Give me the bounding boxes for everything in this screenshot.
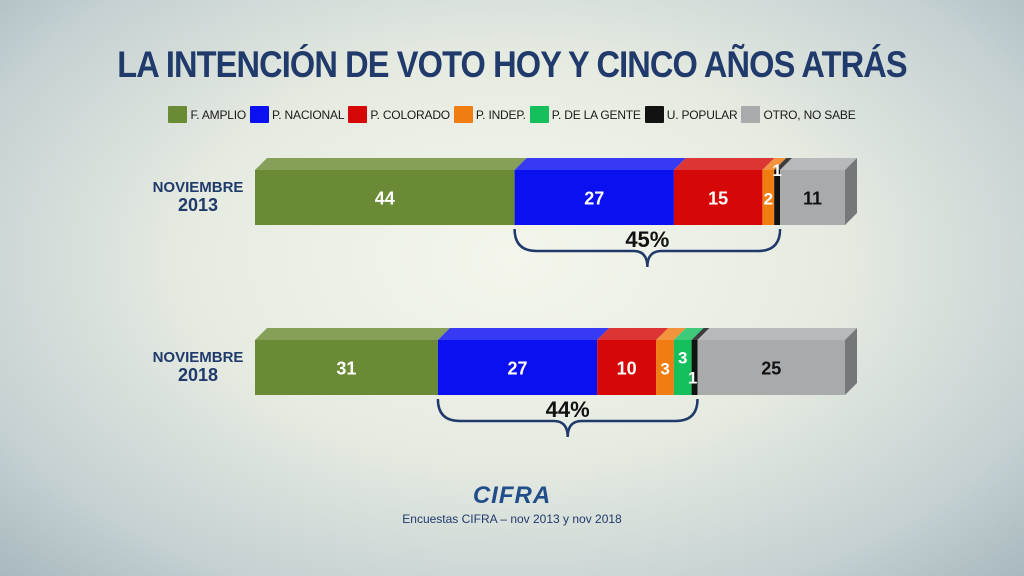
source-note: Encuestas CIFRA – nov 2013 y nov 2018 [402, 512, 622, 526]
bar-side-face [845, 158, 857, 225]
bracket [436, 398, 699, 438]
data-label: 3 [678, 349, 687, 368]
data-label: 27 [584, 189, 604, 209]
bar-segment [656, 340, 674, 395]
bar-segment [437, 340, 598, 395]
bar-top-face [597, 328, 669, 340]
bar-top-face [691, 328, 710, 340]
legend-label: F. AMPLIO [190, 107, 247, 122]
category-label: 2013 [178, 195, 218, 215]
data-label: 11 [803, 189, 822, 209]
bar-segment [597, 340, 657, 395]
data-label: 2 [764, 190, 773, 209]
bar-segment [691, 340, 698, 395]
legend-label: OTRO, NO SABE [763, 107, 856, 122]
cifra-logo: CIFRA [472, 482, 552, 509]
legend-item: P. NACIONAL [250, 106, 345, 123]
bar-top-face [673, 328, 704, 340]
bar-top-face [673, 158, 775, 170]
data-label: 44 [375, 189, 395, 209]
legend-swatch [168, 106, 188, 123]
legend-swatch [529, 106, 549, 123]
bar-segment [774, 170, 781, 225]
bar-top-face [255, 158, 527, 170]
bracket [513, 228, 782, 268]
legend-item: P. INDEP. [453, 106, 526, 123]
data-label: 10 [617, 359, 637, 379]
bar-segment [673, 170, 763, 225]
bar-segment [255, 340, 438, 395]
legend-label: P. NACIONAL [272, 107, 345, 122]
legend-item: P. DE LA GENTE [529, 106, 641, 123]
bar-segment [673, 340, 692, 395]
bar-segment [514, 170, 674, 225]
bar-side-face [845, 328, 857, 395]
data-label: 25 [761, 359, 781, 379]
data-label: 1 [772, 161, 781, 180]
data-label: 3 [660, 360, 669, 379]
bar-segment [255, 170, 515, 225]
legend-label: P. DE LA GENTE [551, 107, 641, 122]
legend-swatch [348, 106, 368, 123]
bar-top-face [656, 328, 686, 340]
legend-swatch [644, 106, 664, 123]
data-label: 1 [688, 369, 697, 388]
legend-swatch [453, 106, 473, 123]
category-label: NOVIEMBRE [153, 179, 244, 196]
bar-top-face [780, 158, 857, 170]
bar-top-face [774, 158, 793, 170]
category-label: 2018 [178, 365, 218, 385]
bar-top-face [697, 328, 857, 340]
bar-segment [762, 170, 775, 225]
legend: F. AMPLIO P. NACIONAL P. COLORADO P. INDEP.… [0, 106, 1024, 123]
bar-top-face [255, 328, 450, 340]
bar-top-face [762, 158, 787, 170]
bar-segment [780, 170, 845, 225]
legend-item: U. POPULAR [644, 106, 738, 123]
data-label: 15 [708, 189, 728, 209]
bar-top-face [437, 328, 610, 340]
bar-segment [697, 340, 845, 395]
bar-top-face [514, 158, 686, 170]
legend-label: P. INDEP. [475, 107, 526, 122]
legend-item: OTRO, NO SABE [741, 106, 856, 123]
bracket-label: 44% [546, 397, 590, 422]
legend-label: P. COLORADO [370, 107, 450, 122]
legend-item: F. AMPLIO [168, 106, 246, 123]
category-label: NOVIEMBRE [153, 349, 244, 366]
legend-item: P. COLORADO [348, 106, 450, 123]
legend-swatch [741, 106, 761, 123]
chart-title: LA INTENCIÓN DE VOTO HOY Y CINCO AÑOS AT… [117, 44, 907, 85]
bracket-label: 45% [625, 227, 669, 252]
data-label: 27 [508, 359, 528, 379]
data-label: 31 [336, 359, 356, 379]
legend-label: U. POPULAR [666, 107, 738, 122]
legend-swatch [250, 106, 270, 123]
